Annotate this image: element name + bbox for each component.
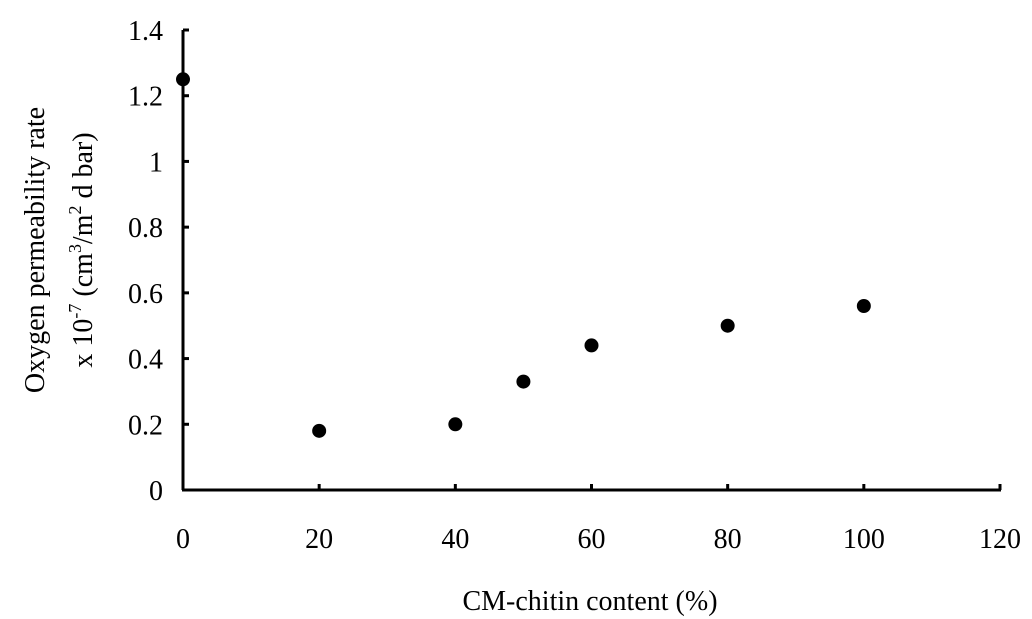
- x-tick-label: 80: [714, 524, 742, 555]
- x-tick-label: 120: [979, 524, 1021, 555]
- data-point: [448, 417, 463, 432]
- data-points: [176, 72, 871, 438]
- data-point: [516, 374, 531, 389]
- y-axis-title-mid2: /m: [68, 214, 99, 244]
- y-axis-title: Oxygen permeability rate x 10-7 (cm3/m2 …: [20, 107, 99, 393]
- y-axis-title-line2: x 10-7 (cm3/m2 d bar): [65, 132, 99, 367]
- y-tick-label: 1: [149, 147, 163, 178]
- y-axis-title-exponent: -7: [65, 304, 85, 319]
- x-axis-title: CM-chitin content (%): [462, 586, 717, 617]
- y-tick-label: 0.2: [128, 410, 163, 441]
- x-tick-label: 0: [176, 524, 190, 555]
- y-tick-label: 1.2: [128, 82, 163, 113]
- y-axis-title-mid1: (cm: [68, 253, 99, 304]
- ticks: 0 0.2 0.4 0.6 0.8 1 1.2 1.4 0 20 40 60 80 100 120: [128, 16, 1021, 555]
- data-point: [584, 338, 599, 353]
- y-axis-title-sup1: 3: [65, 244, 85, 253]
- y-tick-label: 0.6: [128, 279, 163, 310]
- y-tick-label: 1.4: [128, 16, 163, 47]
- y-tick-label: 0: [149, 476, 163, 507]
- x-tick-label: 20: [305, 524, 333, 555]
- y-axis-title-prefix: x 10: [68, 319, 99, 368]
- x-tick-label: 60: [578, 524, 606, 555]
- data-point: [720, 318, 735, 333]
- y-tick-label: 0.4: [128, 345, 163, 376]
- x-tick-label: 40: [441, 524, 469, 555]
- y-axis-title-suffix: d bar): [68, 132, 99, 205]
- axes: [181, 30, 1001, 492]
- x-tick-label: 100: [843, 524, 885, 555]
- data-point: [856, 299, 871, 313]
- y-tick-label: 0.8: [128, 213, 163, 244]
- data-point: [312, 423, 327, 438]
- y-axis-title-line1: Oxygen permeability rate: [20, 107, 51, 393]
- data-point: [176, 72, 190, 87]
- y-axis-title-sup2: 2: [65, 205, 85, 214]
